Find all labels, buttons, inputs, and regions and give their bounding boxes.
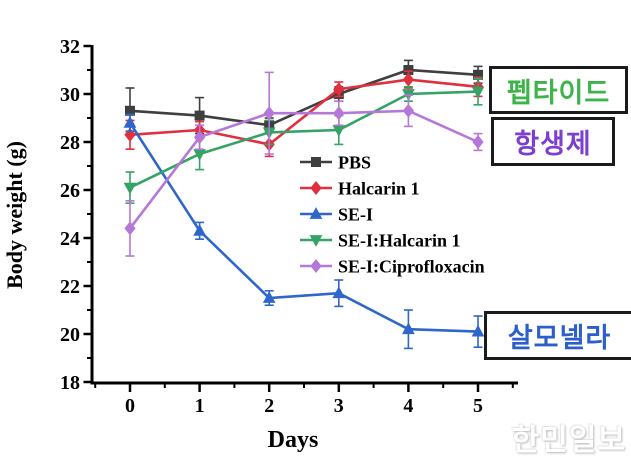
y-tick-label: 24 <box>60 228 80 250</box>
legend-label: SE-I:Halcarin 1 <box>338 231 461 251</box>
x-tick-label: 4 <box>403 395 413 417</box>
legend-label: Halcarin 1 <box>338 179 420 199</box>
watermark-hanmin-ilbo: 한민일보 <box>511 423 626 458</box>
x-axis: 0 1 2 3 4 5 <box>94 384 514 417</box>
y-tick-label: 20 <box>60 324 80 346</box>
annotation-peptide-label: 펩타이드 <box>506 77 611 109</box>
series-pbs <box>125 59 483 135</box>
y-axis-title: Body weight (g) <box>2 141 27 289</box>
legend-label: SE-I <box>338 205 373 225</box>
legend-item-pbs: PBS <box>300 153 371 173</box>
series-se-i-ciprofloxacin <box>124 71 484 257</box>
x-tick-label: 0 <box>125 395 135 417</box>
y-tick-label: 30 <box>60 84 80 106</box>
series-se-i-halcarin-1 <box>123 77 485 204</box>
y-tick-label: 28 <box>60 132 80 154</box>
series-se-i <box>123 113 485 350</box>
annotation-salmonella-box: 살모넬라 <box>484 311 631 360</box>
x-tick-label: 2 <box>264 395 274 417</box>
legend-label: SE-I:Ciprofloxacin <box>338 257 485 277</box>
annotation-antibiotic-label: 항생제 <box>514 129 592 160</box>
legend-item-se-i-ciprofloxacin: SE-I:Ciprofloxacin <box>300 257 485 277</box>
x-tick-label: 1 <box>195 395 205 417</box>
legend-item-halcarin-1: Halcarin 1 <box>300 179 420 199</box>
y-tick-label: 18 <box>60 372 80 394</box>
legend-item-se-i: SE-I <box>300 205 373 225</box>
axes-spines <box>90 45 518 385</box>
x-tick-label: 3 <box>334 395 344 417</box>
x-axis-title: Days <box>268 427 319 453</box>
annotation-antibiotic-box: 항생제 <box>491 117 615 166</box>
y-tick-label: 32 <box>60 36 80 58</box>
annotation-peptide-box: 펩타이드 <box>489 66 628 114</box>
y-tick-label: 26 <box>60 180 80 202</box>
y-tick-label: 22 <box>60 276 80 298</box>
annotation-salmonella-label: 살모넬라 <box>507 323 612 354</box>
legend-item-se-i-halcarin-1: SE-I:Halcarin 1 <box>300 231 461 251</box>
legend-label: PBS <box>338 153 371 173</box>
x-tick-label: 5 <box>473 395 483 417</box>
y-axis: 18 20 22 24 26 28 30 32 <box>60 36 91 394</box>
